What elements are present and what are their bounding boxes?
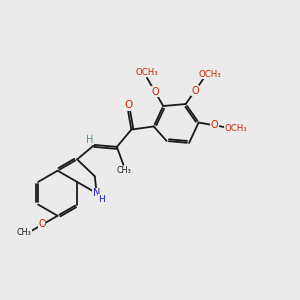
Text: N: N xyxy=(93,188,100,198)
Text: OCH₃: OCH₃ xyxy=(136,68,158,77)
Text: O: O xyxy=(191,86,199,96)
Text: O: O xyxy=(151,87,159,97)
Text: OCH₃: OCH₃ xyxy=(199,70,221,79)
Text: CH₃: CH₃ xyxy=(16,227,31,236)
Text: O: O xyxy=(38,219,46,229)
Text: OCH₃: OCH₃ xyxy=(225,124,248,133)
Text: H: H xyxy=(86,135,93,145)
Text: O: O xyxy=(124,100,132,110)
Text: CH₃: CH₃ xyxy=(116,166,131,175)
Text: O: O xyxy=(211,120,218,130)
Text: H: H xyxy=(99,195,105,204)
